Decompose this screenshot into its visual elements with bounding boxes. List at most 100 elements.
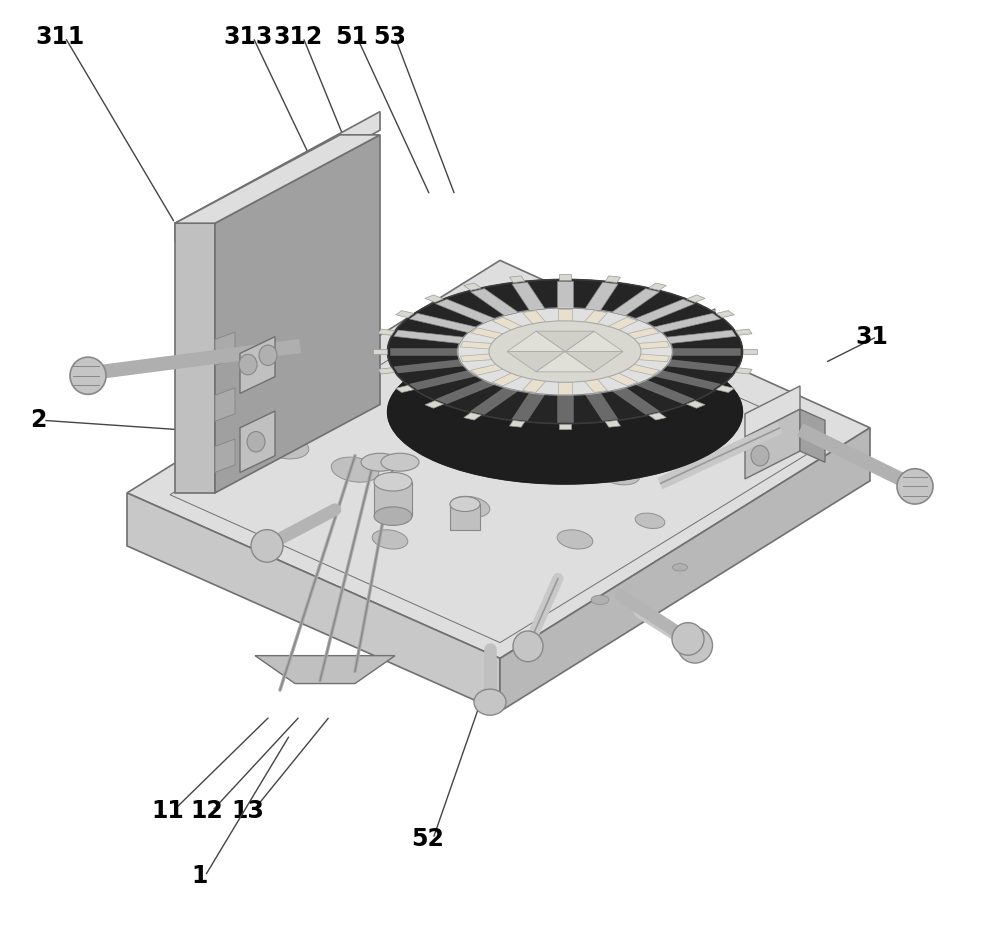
Polygon shape bbox=[394, 330, 464, 343]
Polygon shape bbox=[687, 295, 705, 302]
Ellipse shape bbox=[259, 345, 277, 365]
Text: 1: 1 bbox=[192, 864, 208, 888]
Ellipse shape bbox=[361, 453, 399, 472]
Ellipse shape bbox=[331, 458, 379, 482]
Polygon shape bbox=[523, 379, 546, 392]
Polygon shape bbox=[585, 392, 618, 420]
Polygon shape bbox=[396, 385, 414, 392]
Ellipse shape bbox=[388, 340, 742, 485]
Polygon shape bbox=[635, 299, 694, 324]
Polygon shape bbox=[672, 349, 740, 354]
Ellipse shape bbox=[591, 595, 609, 604]
Polygon shape bbox=[500, 428, 870, 711]
Polygon shape bbox=[215, 439, 235, 472]
Polygon shape bbox=[559, 423, 571, 430]
Polygon shape bbox=[240, 337, 275, 393]
Text: 2: 2 bbox=[30, 408, 46, 432]
Polygon shape bbox=[215, 388, 235, 421]
Polygon shape bbox=[649, 283, 666, 290]
Polygon shape bbox=[175, 223, 215, 493]
Ellipse shape bbox=[445, 331, 685, 428]
Ellipse shape bbox=[261, 434, 309, 458]
Polygon shape bbox=[716, 385, 734, 392]
Polygon shape bbox=[471, 388, 518, 415]
Polygon shape bbox=[512, 392, 545, 420]
Ellipse shape bbox=[672, 424, 688, 432]
Polygon shape bbox=[654, 313, 721, 333]
Polygon shape bbox=[608, 317, 638, 330]
Polygon shape bbox=[425, 295, 443, 302]
Polygon shape bbox=[612, 388, 659, 415]
Ellipse shape bbox=[374, 507, 412, 525]
Polygon shape bbox=[492, 373, 522, 386]
Ellipse shape bbox=[751, 445, 769, 466]
Text: 12: 12 bbox=[191, 799, 223, 823]
Polygon shape bbox=[215, 332, 235, 365]
Polygon shape bbox=[373, 349, 387, 354]
Polygon shape bbox=[512, 283, 545, 311]
Text: 312: 312 bbox=[273, 25, 323, 49]
Ellipse shape bbox=[247, 432, 265, 452]
Polygon shape bbox=[558, 309, 572, 321]
Polygon shape bbox=[536, 352, 594, 372]
Polygon shape bbox=[471, 288, 518, 315]
Ellipse shape bbox=[557, 530, 593, 549]
Ellipse shape bbox=[450, 497, 490, 517]
Polygon shape bbox=[436, 379, 495, 404]
Polygon shape bbox=[507, 331, 565, 352]
Ellipse shape bbox=[388, 280, 742, 424]
Ellipse shape bbox=[251, 530, 283, 562]
Text: 313: 313 bbox=[223, 25, 273, 49]
Polygon shape bbox=[557, 395, 573, 422]
Ellipse shape bbox=[458, 308, 672, 395]
Polygon shape bbox=[605, 420, 620, 427]
Text: 51: 51 bbox=[336, 25, 368, 49]
Ellipse shape bbox=[678, 628, 712, 663]
Polygon shape bbox=[612, 288, 659, 315]
Polygon shape bbox=[471, 328, 504, 339]
Polygon shape bbox=[745, 386, 800, 437]
Polygon shape bbox=[387, 279, 743, 485]
Polygon shape bbox=[492, 317, 522, 330]
Polygon shape bbox=[745, 409, 800, 479]
Ellipse shape bbox=[672, 471, 688, 478]
Polygon shape bbox=[585, 283, 618, 311]
Polygon shape bbox=[409, 313, 476, 333]
Polygon shape bbox=[394, 360, 464, 373]
Text: 31: 31 bbox=[856, 325, 888, 349]
Polygon shape bbox=[666, 330, 736, 343]
Polygon shape bbox=[584, 379, 607, 392]
Text: 13: 13 bbox=[232, 799, 264, 823]
Text: 52: 52 bbox=[412, 827, 444, 851]
Polygon shape bbox=[635, 379, 694, 404]
Polygon shape bbox=[450, 504, 480, 530]
Polygon shape bbox=[471, 365, 504, 375]
Polygon shape bbox=[716, 311, 734, 318]
Polygon shape bbox=[510, 420, 525, 427]
Polygon shape bbox=[565, 331, 623, 352]
Polygon shape bbox=[638, 341, 670, 349]
Polygon shape bbox=[215, 135, 380, 493]
Polygon shape bbox=[536, 331, 594, 352]
Polygon shape bbox=[378, 329, 395, 335]
Ellipse shape bbox=[465, 339, 665, 420]
Polygon shape bbox=[255, 656, 395, 684]
Polygon shape bbox=[510, 276, 525, 283]
Polygon shape bbox=[523, 311, 546, 324]
Polygon shape bbox=[666, 360, 736, 373]
Ellipse shape bbox=[239, 354, 257, 375]
Text: 53: 53 bbox=[374, 25, 406, 49]
Polygon shape bbox=[687, 401, 705, 408]
Ellipse shape bbox=[474, 689, 506, 715]
Ellipse shape bbox=[381, 453, 419, 472]
Ellipse shape bbox=[897, 469, 933, 504]
Ellipse shape bbox=[672, 623, 704, 655]
Polygon shape bbox=[558, 382, 572, 394]
Text: 311: 311 bbox=[35, 25, 85, 49]
Polygon shape bbox=[464, 283, 481, 290]
Polygon shape bbox=[638, 354, 670, 362]
Polygon shape bbox=[460, 354, 492, 362]
Polygon shape bbox=[240, 411, 275, 472]
Ellipse shape bbox=[600, 464, 640, 485]
Ellipse shape bbox=[510, 447, 550, 468]
